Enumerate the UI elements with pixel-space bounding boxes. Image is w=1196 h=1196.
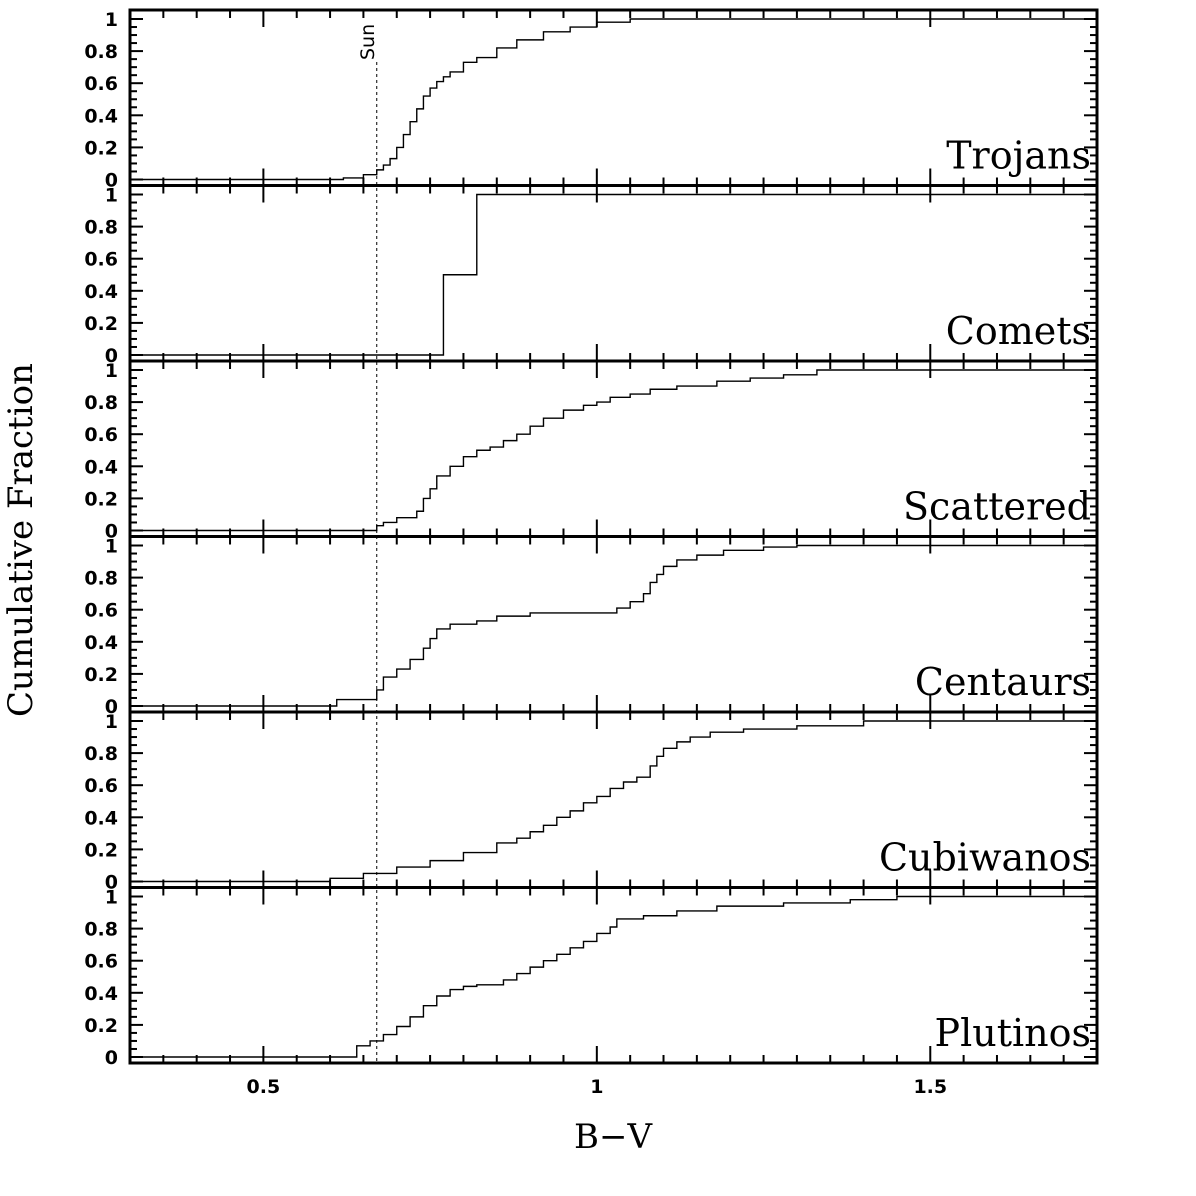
y-tick-label: 0.4 — [84, 456, 118, 478]
series-trojans — [130, 18, 1097, 181]
x-tick-label: 0.5 — [247, 1076, 281, 1098]
panel-comets: 0 0.2 0.4 0.6 0.8 1 Comets — [84, 184, 1099, 367]
panel-label: Trojans — [946, 134, 1091, 178]
y-tick-label: 0.4 — [84, 281, 118, 303]
y-tick-label: 1 — [105, 185, 118, 207]
y-tick-label: 0.4 — [84, 632, 118, 654]
panel-plutinos: 0 0.2 0.4 0.6 0.8 1 Plutinos — [84, 886, 1099, 1069]
y-tick-label: 0.6 — [84, 424, 118, 446]
y-tick-label: 1 — [105, 536, 118, 558]
y-tick-label: 0.8 — [84, 392, 118, 414]
y-tick-label: 0 — [105, 1047, 118, 1069]
y-tick-label: 0.8 — [84, 41, 118, 63]
y-tick-label: 0 — [105, 345, 118, 367]
y-tick-label: 0.2 — [84, 488, 118, 510]
y-tick-label: 0.8 — [84, 919, 118, 941]
panel-centaurs: 0 0.2 0.4 0.6 0.8 1 Centaurs — [84, 535, 1099, 718]
y-tick-label: 0.2 — [84, 137, 118, 159]
y-tick-label: 0.2 — [84, 1015, 118, 1037]
sun-reference-line: Sun — [357, 24, 379, 1063]
x-axis-ticks: 0.5 1 1.5 — [247, 1076, 948, 1098]
y-tick-label: 0.2 — [84, 313, 118, 335]
panel-label: Cubiwanos — [879, 836, 1091, 880]
y-tick-label: 0.4 — [84, 983, 118, 1005]
y-tick-label: 0 — [105, 521, 118, 543]
x-tick-label: 1.5 — [913, 1076, 947, 1098]
series-centaurs — [130, 544, 1097, 707]
y-tick-label: 0.2 — [84, 664, 118, 686]
y-tick-label: 0 — [105, 170, 118, 192]
y-tick-label: 0.8 — [84, 743, 118, 765]
panel-trojans: 0 0.2 0.4 0.6 0.8 1 Trojans — [84, 8, 1099, 192]
sun-label: Sun — [357, 24, 379, 60]
y-tick-label: 0.8 — [84, 568, 118, 590]
y-tick-label: 0.6 — [84, 249, 118, 271]
y-tick-label: 1 — [105, 887, 118, 909]
series-comets — [130, 193, 1097, 356]
y-tick-label: 0.2 — [84, 839, 118, 861]
y-tick-label: 0.6 — [84, 951, 118, 973]
y-tick-label: 0.4 — [84, 105, 118, 127]
y-tick-label: 0.6 — [84, 600, 118, 622]
y-tick-label: 1 — [105, 711, 118, 733]
series-cubiwanos — [130, 720, 1097, 883]
panel-label: Plutinos — [935, 1011, 1091, 1055]
panel-cubiwanos: 0 0.2 0.4 0.6 0.8 1 Cubiwanos — [84, 710, 1099, 894]
panel-frame — [128, 886, 1099, 1065]
panel-label: Scattered — [903, 485, 1091, 529]
chart-panels: 0 0.2 0.4 0.6 0.8 1 Trojans 0 0.2 0.4 0.6 0.8 1 Comet… — [84, 8, 1099, 1069]
panel-label: Comets — [946, 309, 1091, 353]
x-axis-title: B−V — [574, 1117, 653, 1157]
series-scattered — [130, 369, 1097, 532]
y-tick-label: 0 — [105, 696, 118, 718]
panel-scattered: 0 0.2 0.4 0.6 0.8 1 Scattered — [84, 359, 1099, 543]
y-tick-label: 0.8 — [84, 217, 118, 239]
series-plutinos — [130, 895, 1097, 1058]
y-tick-label: 0.4 — [84, 807, 118, 829]
y-tick-label: 1 — [105, 360, 118, 382]
y-tick-label: 0 — [105, 872, 118, 894]
y-tick-label: 0.6 — [84, 775, 118, 797]
panel-label: Centaurs — [915, 660, 1091, 704]
y-tick-label: 0.6 — [84, 73, 118, 95]
x-tick-label: 1 — [590, 1076, 603, 1098]
y-tick-label: 1 — [105, 9, 118, 31]
y-axis-title: Cumulative Fraction — [1, 363, 41, 717]
